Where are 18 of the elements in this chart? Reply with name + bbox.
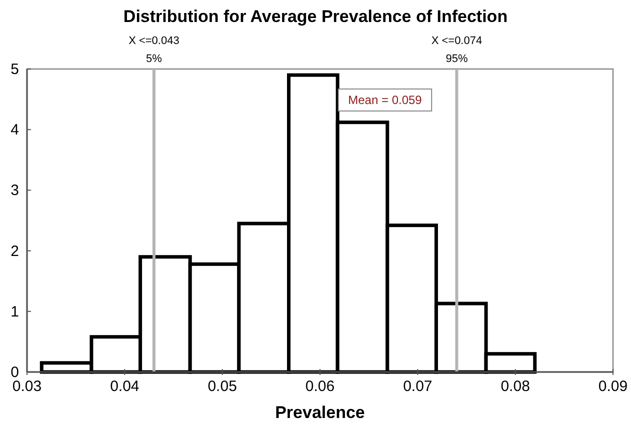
chart-title: Distribution for Average Prevalence of Infection [123, 7, 508, 26]
x-tick-label: 0.09 [598, 378, 628, 395]
y-tick-label: 3 [10, 182, 19, 200]
ref-line-label: X <=0.074 95% [431, 35, 482, 65]
x-tick-label: 0.04 [110, 378, 140, 395]
x-tick-label: 0.06 [305, 378, 335, 395]
y-tick-label: 4 [10, 122, 19, 139]
x-tick-label: 0.07 [403, 378, 432, 395]
y-tick-label: 1 [10, 303, 19, 320]
y-tick-label: 2 [10, 242, 19, 260]
x-tick-label: 0.05 [208, 378, 237, 395]
x-axis-title: Prevalence [275, 403, 365, 422]
x-tick-label: 0.08 [500, 378, 530, 395]
ref-line-label: X <=0.043 5% [128, 35, 180, 65]
annotation: Mean = 0.059 [348, 93, 422, 107]
x-tick-label: 0.03 [12, 378, 42, 395]
y-tick-label: 0 [10, 364, 19, 381]
y-tick-label: 5 [10, 61, 19, 78]
